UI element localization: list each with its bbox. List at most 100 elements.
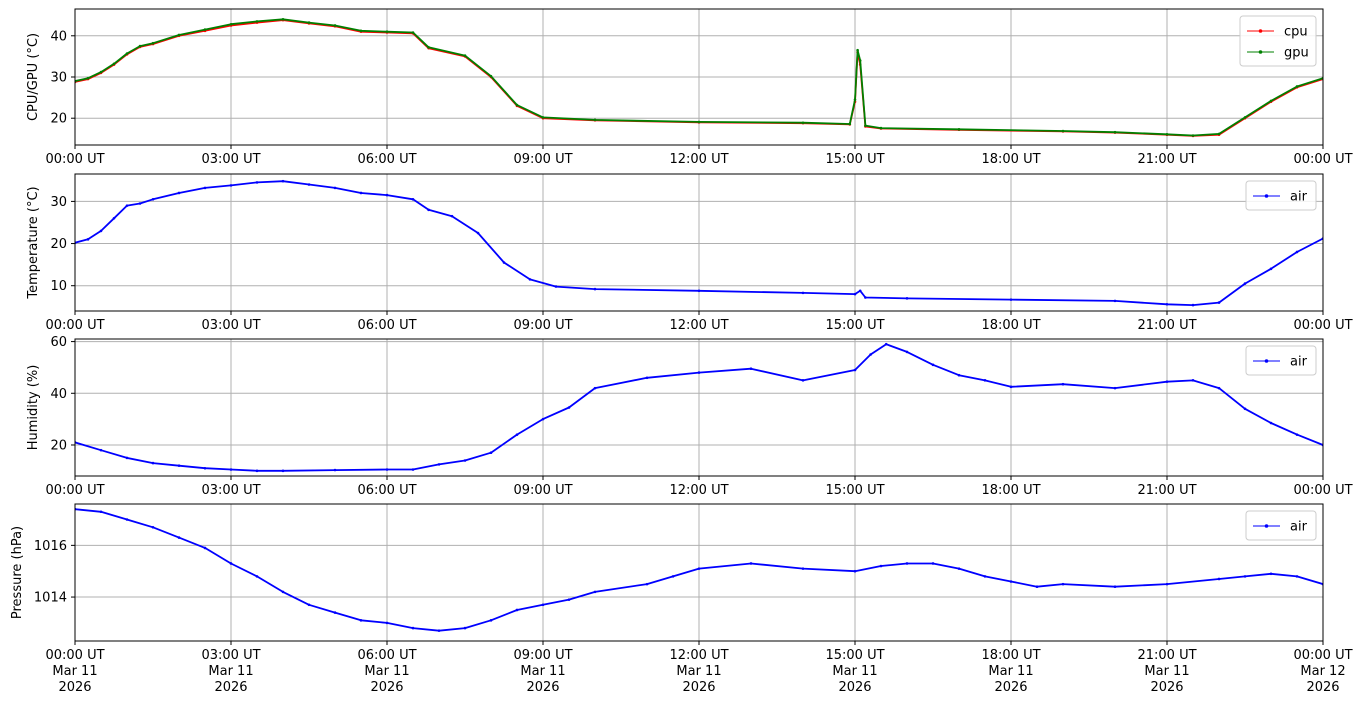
- x-tick-label: 00:00 UT: [1293, 152, 1352, 167]
- x-date-label: Mar 11: [520, 664, 565, 679]
- data-point-air: [255, 575, 259, 578]
- x-tick-label: 03:00 UT: [201, 318, 260, 333]
- legend-marker-air: [1264, 194, 1269, 198]
- data-point-gpu: [281, 18, 285, 21]
- x-date-label: 2026: [1150, 680, 1183, 695]
- y-tick-label: 20: [50, 112, 67, 127]
- data-point-air: [281, 590, 285, 594]
- data-point-air: [437, 463, 441, 466]
- data-point-air: [411, 468, 415, 471]
- data-point-air: [307, 183, 311, 186]
- data-point-gpu: [255, 20, 259, 23]
- y-tick-label: 10: [50, 279, 67, 294]
- data-point-air: [1295, 250, 1299, 254]
- data-point-air: [359, 619, 363, 622]
- data-point-air: [905, 297, 909, 300]
- legend-box: [1245, 345, 1317, 376]
- data-point-air: [869, 353, 872, 356]
- data-point-gpu: [1165, 132, 1169, 136]
- x-tick-label: 00:00 UT: [1293, 318, 1352, 333]
- x-date-label: Mar 11: [52, 664, 97, 679]
- data-point-air: [1217, 386, 1221, 390]
- data-point-air: [593, 287, 597, 291]
- data-point-air: [203, 466, 207, 470]
- series-group: [75, 507, 1323, 632]
- axes-frame: [74, 503, 1324, 642]
- y-axis-label: Humidity (%): [26, 365, 41, 451]
- data-point-air: [463, 459, 467, 462]
- data-point-air: [255, 469, 259, 473]
- x-date-label: Mar 11: [832, 664, 877, 679]
- data-point-gpu: [1061, 129, 1065, 133]
- data-point-gpu: [86, 76, 90, 80]
- data-point-air: [463, 626, 467, 630]
- x-date-label: 2026: [1306, 680, 1339, 695]
- y-tick-label: 30: [50, 71, 67, 86]
- data-point-air: [177, 536, 181, 539]
- data-point-gpu: [359, 29, 363, 33]
- data-point-air: [515, 608, 519, 612]
- data-point-air: [1191, 379, 1195, 382]
- legend: air: [1245, 180, 1317, 211]
- data-point-air: [801, 291, 805, 295]
- legend-marker-gpu: [1258, 50, 1263, 54]
- x-date-label: 2026: [526, 680, 559, 695]
- data-point-air: [112, 216, 116, 220]
- x-date-label: Mar 11: [676, 664, 721, 679]
- data-point-air: [1061, 582, 1065, 586]
- data-point-gpu: [427, 46, 430, 49]
- data-point-air: [203, 186, 207, 190]
- data-point-air: [1217, 577, 1221, 581]
- data-point-air: [879, 564, 883, 568]
- data-point-air: [333, 468, 337, 472]
- x-tick-label: 00:00 UT: [45, 152, 104, 167]
- data-point-air: [1165, 302, 1169, 306]
- x-tick-label: 18:00 UT: [981, 152, 1040, 167]
- data-point-gpu: [125, 52, 129, 55]
- data-point-air: [99, 510, 103, 514]
- legend-marker-air: [1264, 524, 1269, 528]
- legend-marker-cpu: [1258, 29, 1263, 33]
- data-point-air: [1269, 267, 1273, 271]
- data-point-air: [749, 367, 753, 371]
- data-point-air: [1009, 580, 1013, 583]
- data-point-gpu: [515, 103, 519, 107]
- data-point-gpu: [541, 116, 545, 119]
- data-point-air: [1243, 575, 1247, 578]
- axes-frame: [74, 338, 1324, 477]
- data-point-air: [177, 191, 181, 195]
- panel-2: 00:00 UT 03:00 UT 06:00 UT 09:00 UT 12:00 UT…: [26, 173, 1353, 333]
- data-point-air: [515, 433, 519, 436]
- data-point-gpu: [138, 44, 142, 48]
- y-tick-label: 30: [50, 195, 67, 210]
- data-point-air: [86, 238, 90, 241]
- series-group: [75, 342, 1323, 473]
- legend-marker-air: [1264, 359, 1269, 363]
- data-point-air: [281, 469, 285, 473]
- y-tick-label: 20: [50, 237, 67, 252]
- x-tick-label: 00:00 UT: [45, 648, 104, 663]
- series-group: [75, 179, 1323, 307]
- data-point-gpu: [1295, 85, 1299, 88]
- data-point-gpu: [177, 33, 181, 37]
- data-point-gpu: [848, 122, 852, 126]
- data-point-air: [1269, 572, 1273, 576]
- data-point-air: [528, 278, 532, 281]
- data-point-gpu: [463, 54, 467, 57]
- x-tick-label: 21:00 UT: [1137, 648, 1196, 663]
- data-point-air: [801, 567, 805, 570]
- data-point-air: [411, 626, 415, 630]
- data-point-air: [931, 562, 935, 565]
- x-tick-label: 06:00 UT: [357, 648, 416, 663]
- x-tick-label: 12:00 UT: [669, 648, 728, 663]
- data-point-air: [1165, 380, 1169, 383]
- data-point-gpu: [151, 41, 155, 45]
- data-point-air: [177, 464, 181, 467]
- x-date-label: 2026: [994, 680, 1027, 695]
- data-point-air: [801, 379, 805, 382]
- data-point-air: [99, 448, 103, 452]
- data-point-air: [905, 350, 909, 354]
- x-tick-label: 09:00 UT: [513, 648, 572, 663]
- data-point-air: [307, 603, 311, 607]
- data-point-air: [983, 575, 987, 578]
